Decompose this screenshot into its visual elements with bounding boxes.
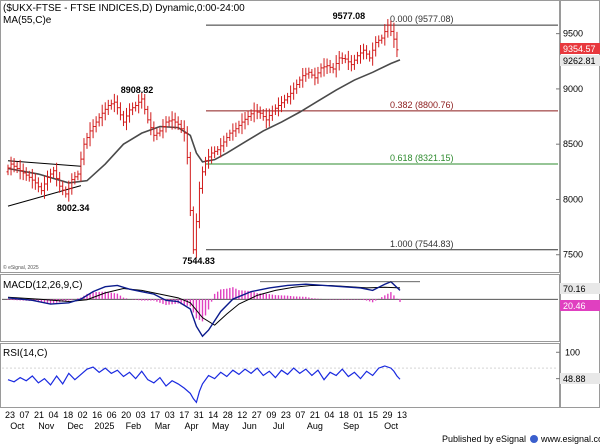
publisher-label: Published by eSignal: [442, 434, 526, 444]
copyright-label: © eSignal, 2025: [3, 264, 39, 271]
x-day-label: 07: [295, 410, 305, 420]
x-day-label: 27: [252, 410, 262, 420]
price-annotation: 9577.08: [333, 11, 366, 21]
hist-value-tag: [560, 300, 600, 311]
price-annotation: 8002.34: [57, 203, 90, 213]
x-month-label: Oct: [384, 421, 399, 431]
macd-value-tag: [560, 283, 600, 294]
x-day-label: 15: [368, 410, 378, 420]
x-day-label: 17: [179, 410, 189, 420]
rsi-value-tag: [560, 373, 600, 384]
x-day-label: 14: [208, 410, 218, 420]
price-tick-label: 9500: [563, 29, 583, 39]
x-month-label: Mar: [155, 421, 171, 431]
hist-value: 20.46: [563, 301, 586, 311]
rsi-title: RSI(14,C): [3, 348, 47, 359]
fib-level-label: 1.000 (7544.83): [390, 239, 454, 249]
x-month-label: Oct: [10, 421, 25, 431]
footer: [0, 431, 600, 446]
price-scale: [560, 0, 600, 408]
symbol-title: ($UKX-FTSE - FTSE INDICES,D) Dynamic,0:0…: [3, 3, 245, 14]
x-day-label: 18: [63, 410, 73, 420]
rsi-value: 48.88: [563, 374, 586, 384]
x-day-label: 04: [324, 410, 334, 420]
macd-line: [7, 280, 401, 338]
x-day-label: 20: [121, 410, 131, 420]
x-month-label: Apr: [184, 421, 198, 431]
fib-level-label: 0.000 (9577.08): [390, 14, 454, 24]
macd-layer: [2, 280, 558, 338]
price-annotation: 8908.82: [121, 85, 154, 95]
x-day-label: 23: [5, 410, 15, 420]
price-tick-label: 7500: [563, 250, 583, 260]
ma-value-tag: [560, 55, 600, 66]
price-panel: [0, 0, 560, 273]
fib-level-label: 0.618 (8321.15): [390, 153, 454, 163]
x-day-label: 16: [92, 410, 102, 420]
x-day-label: 04: [49, 410, 59, 420]
x-day-label: 17: [150, 410, 160, 420]
macd-title: MACD(12,26,9,C): [3, 280, 82, 291]
macd-value: 70.16: [563, 284, 586, 294]
price-annotation: 7544.83: [182, 256, 215, 266]
x-day-label: 12: [237, 410, 247, 420]
time-axis: 23 07 21 04 18 02 16 06 20 03 17 03 17 31 14 28 12 27 09 23…: [5, 410, 407, 431]
fib-level-label: 0.382 (8800.76): [390, 100, 454, 110]
x-month-label: Aug: [307, 421, 323, 431]
x-month-label: Sep: [343, 421, 359, 431]
x-month-label: Jul: [273, 421, 285, 431]
price-tick-label: 8000: [563, 194, 583, 204]
x-month-label: May: [212, 421, 230, 431]
x-month-label: 2025: [94, 421, 114, 431]
rsi-tick-label: 100: [565, 347, 580, 357]
price-tick-label: 9000: [563, 84, 583, 94]
x-month-label: Feb: [126, 421, 142, 431]
x-day-label: 21: [34, 410, 44, 420]
x-day-label: 31: [194, 410, 204, 420]
x-month-label: Dec: [67, 421, 84, 431]
x-day-label: 13: [397, 410, 407, 420]
last-price-tag: [560, 43, 600, 54]
ma-value: 9262.81: [563, 56, 596, 66]
x-day-label: 03: [136, 410, 146, 420]
x-day-label: 18: [339, 410, 349, 420]
price-layer: 7500 8000 8500 9000 9500 0.000 (9577.08) 0.382…: [6, 11, 583, 266]
x-day-label: 07: [20, 410, 30, 420]
rsi-line: [7, 365, 401, 404]
rsi-panel: [0, 343, 560, 408]
x-day-label: 02: [78, 410, 88, 420]
x-day-label: 29: [382, 410, 392, 420]
x-day-label: 23: [281, 410, 291, 420]
x-day-label: 01: [353, 410, 363, 420]
x-day-label: 06: [107, 410, 117, 420]
x-month-label: Jun: [242, 421, 257, 431]
x-day-label: 21: [310, 410, 320, 420]
website-label: www.esignal.com: [540, 434, 600, 444]
last-price-value: 9354.57: [563, 44, 596, 54]
x-day-label: 09: [266, 410, 276, 420]
x-month-label: Nov: [38, 421, 55, 431]
esignal-logo-icon: [530, 435, 538, 443]
x-day-label: 28: [223, 410, 233, 420]
price-tick-label: 8500: [563, 139, 583, 149]
x-day-label: 03: [165, 410, 175, 420]
macd-panel: [0, 274, 560, 342]
ma-label: MA(55,C)e: [3, 15, 52, 26]
